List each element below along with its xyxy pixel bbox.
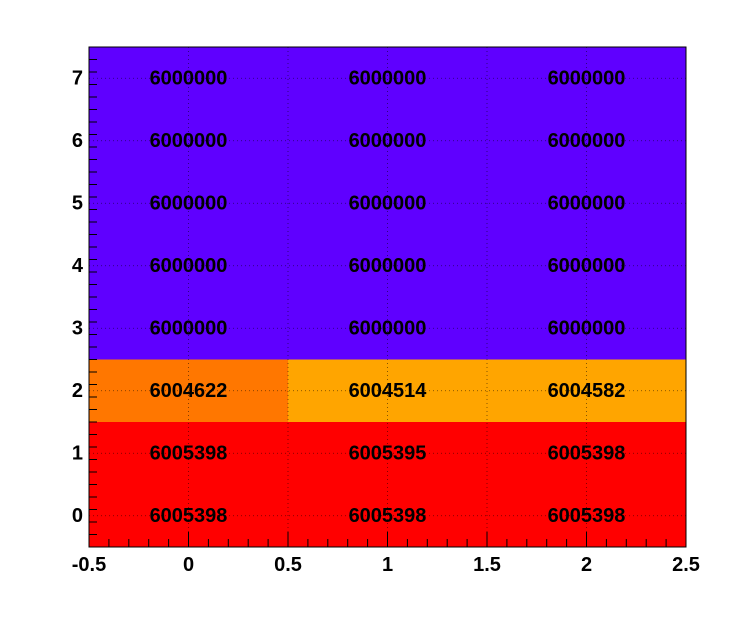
cell-value-label: 6000000 xyxy=(150,67,228,89)
cell-value-label: 6004582 xyxy=(548,380,626,402)
cell-value-label: 6000000 xyxy=(548,317,626,339)
heatmap-cell xyxy=(89,234,288,297)
y-tick-label: 4 xyxy=(72,255,84,277)
grid-layer xyxy=(89,47,686,547)
y-tick-label: 2 xyxy=(72,380,83,402)
x-tick-labels: -0.5 0 0.5 1 1.5 2 2.5 xyxy=(72,554,700,576)
cell-value-label: 6000000 xyxy=(349,130,427,152)
x-tick-label: 2.5 xyxy=(672,554,700,576)
cell-value-label: 6000000 xyxy=(150,192,228,214)
x-tick-label: 0.5 xyxy=(274,554,302,576)
cell-value-label: 6005398 xyxy=(150,442,228,464)
heatmap-cell xyxy=(89,422,288,485)
y-tick-label: 7 xyxy=(72,67,83,89)
x-tick-label: 0 xyxy=(183,554,194,576)
cell-value-label: 6000000 xyxy=(150,255,228,277)
y-tick-label: 3 xyxy=(72,317,83,339)
y-tick-label: 0 xyxy=(72,505,83,527)
x-tick-label: 1.5 xyxy=(473,554,501,576)
cell-labels-layer: 6005398 6005398 6005398 6005398 6005395 60053… xyxy=(150,67,626,527)
cell-value-label: 6005398 xyxy=(349,505,427,527)
x-tick-label: -0.5 xyxy=(72,554,106,576)
x-tick-label: 1 xyxy=(382,554,393,576)
heatmap-cell xyxy=(487,234,686,297)
cell-value-label: 6005398 xyxy=(150,505,228,527)
ticks-layer xyxy=(88,46,687,548)
cell-value-label: 6000000 xyxy=(349,255,427,277)
cell-value-label: 6000000 xyxy=(150,130,228,152)
cell-value-label: 6000000 xyxy=(548,192,626,214)
cell-value-label: 6005398 xyxy=(548,442,626,464)
cell-value-label: 6004514 xyxy=(349,380,428,402)
cell-value-label: 6005395 xyxy=(349,442,427,464)
cell-value-label: 6000000 xyxy=(349,192,427,214)
cell-value-label: 6000000 xyxy=(349,317,427,339)
cell-value-label: 6005398 xyxy=(548,505,626,527)
cell-value-label: 6000000 xyxy=(349,67,427,89)
cell-value-label: 6004622 xyxy=(150,380,228,402)
y-tick-labels: 0 1 2 3 4 5 6 7 xyxy=(72,67,84,527)
heatmap-cell xyxy=(487,422,686,485)
cell-value-label: 6000000 xyxy=(548,255,626,277)
y-tick-label: 5 xyxy=(72,192,83,214)
x-tick-label: 2 xyxy=(581,554,592,576)
cell-value-label: 6000000 xyxy=(548,130,626,152)
y-tick-label: 6 xyxy=(72,130,83,152)
cell-value-label: 6000000 xyxy=(548,67,626,89)
cell-value-label: 6000000 xyxy=(150,317,228,339)
y-tick-label: 1 xyxy=(72,442,83,464)
